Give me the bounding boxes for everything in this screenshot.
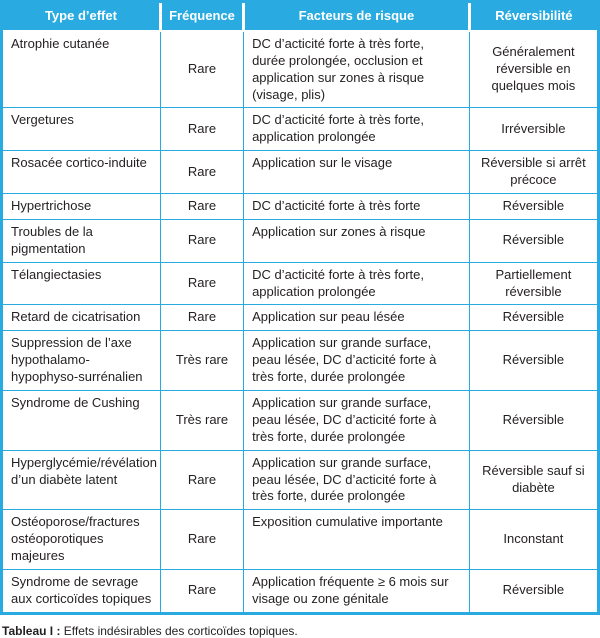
table-frame: Type d’effet Fréquence Facteurs de risqu…	[0, 0, 600, 615]
effects-table: Type d’effet Fréquence Facteurs de risqu…	[3, 3, 597, 612]
cell-reversibilite: Réversible	[468, 218, 597, 263]
column-header-frequence: Fréquence	[158, 3, 244, 32]
column-header-reversibilite: Réversibilité	[467, 3, 597, 32]
cell-reversibilite: Réversible	[468, 569, 597, 612]
cell-facteurs: Application sur peau lésée	[243, 304, 470, 332]
cell-reversibilite: Réversible	[468, 390, 597, 451]
cell-frequence: Rare	[159, 107, 245, 152]
table-header: Type d’effet Fréquence Facteurs de risqu…	[3, 3, 597, 32]
table-row: Hypertrichose Rare DC d’acticité forte à…	[3, 193, 597, 220]
cell-frequence: Rare	[159, 193, 245, 220]
table-body: Atrophie cutanée Rare DC d’acticité fort…	[3, 30, 597, 612]
table-row: Suppression de l’axe hypothalamo-hypophy…	[3, 330, 597, 392]
column-header-type-effet: Type d’effet	[3, 3, 161, 32]
cell-reversibilite: Inconstant	[468, 509, 597, 571]
table-row: Retard de cicatrisation Rare Application…	[3, 304, 597, 332]
cell-frequence: Rare	[159, 569, 245, 612]
cell-frequence: Très rare	[159, 390, 245, 451]
cell-frequence: Rare	[159, 449, 245, 511]
cell-effet: Hyperglycémie/révélation d’un diabète la…	[3, 449, 161, 511]
table-row: Télangiectasies Rare DC d’acticité forte…	[3, 261, 597, 306]
table-row: Ostéoporose/fractures ostéoporotiques ma…	[3, 509, 597, 571]
table-row: Troubles de la pigmentation Rare Applica…	[3, 218, 597, 263]
cell-reversibilite: Réversible	[468, 193, 597, 220]
table-caption: Tableau I : Effets indésirables des cort…	[2, 624, 600, 638]
cell-effet: Troubles de la pigmentation	[3, 218, 161, 263]
cell-reversibilite: Réversible sauf si diabète	[468, 449, 597, 511]
table-row: Hyperglycémie/révélation d’un diabète la…	[3, 449, 597, 511]
table-row: Vergetures Rare DC d’acticité forte à tr…	[3, 107, 597, 152]
cell-facteurs: DC d’acticité forte à très forte, durée …	[243, 30, 470, 109]
cell-facteurs: DC d’acticité forte à très forte	[243, 193, 470, 220]
cell-facteurs: Application fréquente ≥ 6 mois sur visag…	[243, 569, 470, 612]
table-row: Rosacée cortico-induite Rare Application…	[3, 150, 597, 195]
cell-reversibilite: Réversible	[468, 330, 597, 392]
caption-label: Tableau I :	[2, 623, 61, 638]
cell-reversibilite: Réversible si arrêt précoce	[468, 150, 597, 195]
cell-reversibilite: Généralement réversible en quelques mois	[468, 30, 597, 109]
cell-frequence: Très rare	[159, 330, 245, 392]
cell-effet: Suppression de l’axe hypothalamo-hypophy…	[3, 330, 161, 392]
cell-effet: Syndrome de Cushing	[3, 390, 161, 451]
caption-text: Effets indésirables des corticoïdes topi…	[63, 623, 298, 638]
cell-reversibilite: Partiellement réversible	[468, 261, 597, 306]
cell-frequence: Rare	[159, 30, 245, 109]
cell-effet: Télangiectasies	[3, 261, 161, 306]
header-row: Type d’effet Fréquence Facteurs de risqu…	[3, 3, 597, 32]
cell-facteurs: Application sur le visage	[243, 150, 470, 195]
table-row: Syndrome de sevrage aux corticoïdes topi…	[3, 569, 597, 612]
cell-frequence: Rare	[159, 150, 245, 195]
table-row: Syndrome de Cushing Très rare Applicatio…	[3, 390, 597, 451]
cell-effet: Syndrome de sevrage aux corticoïdes topi…	[3, 569, 161, 612]
cell-effet: Retard de cicatrisation	[3, 304, 161, 332]
cell-facteurs: Application sur grande surface, peau lés…	[243, 449, 470, 511]
table-row: Atrophie cutanée Rare DC d’acticité fort…	[3, 30, 597, 109]
cell-frequence: Rare	[159, 261, 245, 306]
cell-effet: Ostéoporose/fractures ostéoporotiques ma…	[3, 509, 161, 571]
cell-reversibilite: Irréversible	[468, 107, 597, 152]
cell-effet: Hypertrichose	[3, 193, 161, 220]
column-header-facteurs: Facteurs de risque	[242, 3, 470, 32]
cell-frequence: Rare	[159, 218, 245, 263]
cell-effet: Vergetures	[3, 107, 161, 152]
cell-facteurs: Application sur zones à risque	[243, 218, 470, 263]
cell-facteurs: Application sur grande surface, peau lés…	[243, 330, 470, 392]
cell-facteurs: Application sur grande surface, peau lés…	[243, 390, 470, 451]
cell-facteurs: DC d’acticité forte à très forte, applic…	[243, 261, 470, 306]
cell-facteurs: DC d’acticité forte à très forte, applic…	[243, 107, 470, 152]
cell-facteurs: Exposition cumulative importante	[243, 509, 470, 571]
cell-effet: Rosacée cortico-induite	[3, 150, 161, 195]
cell-frequence: Rare	[159, 509, 245, 571]
cell-effet: Atrophie cutanée	[3, 30, 161, 109]
cell-frequence: Rare	[159, 304, 245, 332]
cell-reversibilite: Réversible	[468, 304, 597, 332]
